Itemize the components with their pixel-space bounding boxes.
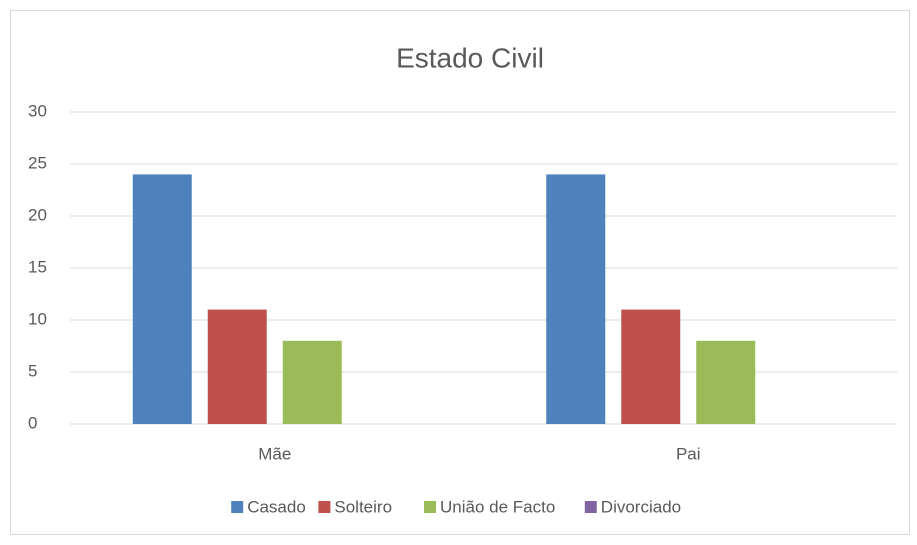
bar bbox=[621, 309, 681, 424]
chart-title: Estado Civil bbox=[396, 42, 544, 73]
y-tick-label: 5 bbox=[28, 361, 37, 380]
y-tick-label: 0 bbox=[28, 413, 37, 432]
legend-swatch bbox=[231, 501, 244, 513]
legend-swatch bbox=[318, 501, 331, 513]
bar bbox=[132, 174, 192, 424]
y-tick-label: 10 bbox=[28, 309, 47, 328]
x-tick-label: Mãe bbox=[258, 444, 291, 463]
legend-label: Casado bbox=[247, 497, 306, 516]
y-tick-label: 30 bbox=[28, 101, 47, 120]
legend-label: União de Facto bbox=[440, 497, 555, 516]
legend-label: Solteiro bbox=[334, 497, 392, 516]
y-tick-label: 25 bbox=[28, 153, 47, 172]
bar bbox=[696, 340, 756, 424]
legend-swatch bbox=[584, 501, 597, 513]
bar bbox=[546, 174, 606, 424]
legend-swatch bbox=[424, 501, 436, 513]
bar bbox=[207, 309, 267, 424]
bar bbox=[282, 340, 342, 424]
legend-label: Divorciado bbox=[601, 497, 681, 516]
x-tick-label: Pai bbox=[676, 444, 701, 463]
y-tick-label: 15 bbox=[28, 257, 47, 276]
y-tick-label: 20 bbox=[28, 205, 47, 224]
